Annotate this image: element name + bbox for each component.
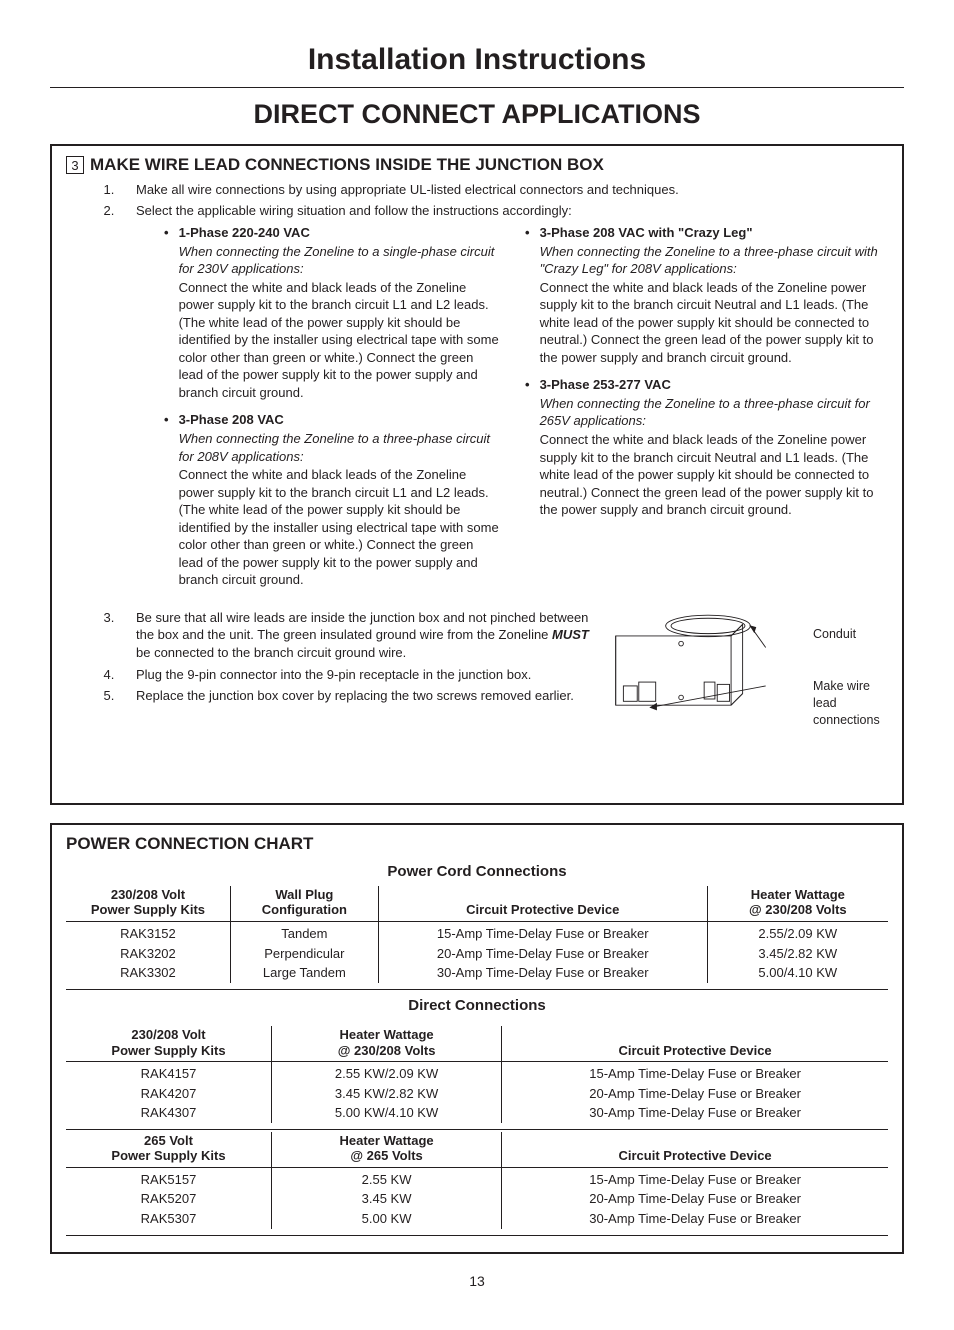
instruction-step-3b: be connected to the branch circuit groun…	[136, 645, 406, 660]
wire-lead-panel: 3 MAKE WIRE LEAD CONNECTIONS INSIDE THE …	[50, 144, 904, 805]
bullet-icon: •	[525, 224, 530, 366]
phase-4: • 3-Phase 253-277 VAC When connecting th…	[525, 376, 888, 518]
power-chart-heading: POWER CONNECTION CHART	[66, 833, 888, 856]
phase-1-sub: When connecting the Zoneline to a single…	[179, 243, 499, 278]
t3r3c3: 30-Amp Time-Delay Fuse or Breaker	[502, 1209, 888, 1229]
t1r3c2: Large Tandem	[230, 963, 378, 983]
bullet-icon: •	[525, 376, 530, 518]
wire-lead-heading: 3 MAKE WIRE LEAD CONNECTIONS INSIDE THE …	[66, 154, 888, 177]
t1-h2: Wall PlugConfiguration	[230, 886, 378, 922]
junction-box-svg	[608, 609, 808, 717]
phase-1-body: Connect the white and black leads of the…	[179, 279, 499, 402]
t1r3c3: 30-Amp Time-Delay Fuse or Breaker	[378, 963, 707, 983]
t3-h3: Circuit Protective Device	[502, 1132, 888, 1168]
instruction-step-2-text: Select the applicable wiring situation a…	[136, 203, 572, 218]
t2r1c3: 15-Amp Time-Delay Fuse or Breaker	[502, 1062, 888, 1084]
diagram-label-conduit: Conduit	[813, 626, 954, 643]
t3r2c3: 20-Amp Time-Delay Fuse or Breaker	[502, 1189, 888, 1209]
phase-2-sub: When connecting the Zoneline to a three-…	[179, 430, 499, 465]
t1-h4: Heater Wattage@ 230/208 Volts	[707, 886, 888, 922]
chart-sub-1: Power Cord Connections	[66, 862, 888, 882]
phase-3-body: Connect the white and black leads of the…	[540, 279, 888, 367]
step-number-box: 3	[66, 156, 84, 174]
bullet-icon: •	[164, 224, 169, 401]
t1r1c1: RAK3152	[66, 922, 230, 944]
instruction-list-cont: Be sure that all wire leads are inside t…	[66, 609, 596, 705]
phase-2-body: Connect the white and black leads of the…	[179, 466, 499, 589]
t3r2c1: RAK5207	[66, 1189, 272, 1209]
t2-h3: Circuit Protective Device	[502, 1026, 888, 1062]
phase-4-title: 3-Phase 253-277 VAC	[540, 377, 671, 392]
t2r1c1: RAK4157	[66, 1062, 272, 1084]
t1r1c2: Tandem	[230, 922, 378, 944]
t3r1c3: 15-Amp Time-Delay Fuse or Breaker	[502, 1167, 888, 1189]
t1-h1: 230/208 VoltPower Supply Kits	[66, 886, 230, 922]
phase-col-right: • 3-Phase 208 VAC with "Crazy Leg" When …	[525, 224, 888, 599]
t1r1c4: 2.55/2.09 KW	[707, 922, 888, 944]
t1r2c2: Perpendicular	[230, 944, 378, 964]
phase-4-sub: When connecting the Zoneline to a three-…	[540, 395, 888, 430]
instruction-step-3: Be sure that all wire leads are inside t…	[118, 609, 596, 662]
instruction-step-2: Select the applicable wiring situation a…	[118, 202, 888, 598]
instruction-step-1: Make all wire connections by using appro…	[118, 181, 888, 199]
wire-lead-heading-text: MAKE WIRE LEAD CONNECTIONS INSIDE THE JU…	[90, 154, 604, 177]
t2r3c2: 5.00 KW/4.10 KW	[272, 1103, 502, 1123]
instruction-step-5: Replace the junction box cover by replac…	[118, 687, 596, 705]
t1r2c1: RAK3202	[66, 944, 230, 964]
direct-265-table: 265 VoltPower Supply Kits Heater Wattage…	[66, 1132, 888, 1229]
t2r3c1: RAK4307	[66, 1103, 272, 1123]
t2-h1: 230/208 VoltPower Supply Kits	[66, 1026, 272, 1062]
phase-4-body: Connect the white and black leads of the…	[540, 431, 888, 519]
phase-3-title: 3-Phase 208 VAC with "Crazy Leg"	[540, 225, 753, 240]
table-divider-1	[66, 989, 888, 990]
t2r3c3: 30-Amp Time-Delay Fuse or Breaker	[502, 1103, 888, 1123]
t2r2c2: 3.45 KW/2.82 KW	[272, 1084, 502, 1104]
instruction-step-4: Plug the 9-pin connector into the 9-pin …	[118, 666, 596, 684]
instruction-step-3-must: MUST	[552, 627, 589, 642]
t2-h2: Heater Wattage@ 230/208 Volts	[272, 1026, 502, 1062]
phase-1: • 1-Phase 220-240 VAC When connecting th…	[136, 224, 499, 401]
t3-h2: Heater Wattage@ 265 Volts	[272, 1132, 502, 1168]
phase-2: • 3-Phase 208 VAC When connecting the Zo…	[136, 411, 499, 588]
instruction-list: Make all wire connections by using appro…	[66, 181, 888, 599]
t2r1c2: 2.55 KW/2.09 KW	[272, 1062, 502, 1084]
page-subtitle: DIRECT CONNECT APPLICATIONS	[50, 96, 904, 132]
chart-sub-2: Direct Connections	[66, 996, 888, 1016]
t1r1c3: 15-Amp Time-Delay Fuse or Breaker	[378, 922, 707, 944]
phase-1-title: 1-Phase 220-240 VAC	[179, 225, 310, 240]
t3-h1: 265 VoltPower Supply Kits	[66, 1132, 272, 1168]
junction-box-diagram: Conduit Make wire lead connections	[608, 607, 888, 789]
t2r2c1: RAK4207	[66, 1084, 272, 1104]
phase-3: • 3-Phase 208 VAC with "Crazy Leg" When …	[525, 224, 888, 366]
phase-col-left: • 1-Phase 220-240 VAC When connecting th…	[136, 224, 499, 599]
t1-h3: Circuit Protective Device	[378, 886, 707, 922]
phase-3-sub: When connecting the Zoneline to a three-…	[540, 243, 888, 278]
title-divider	[50, 87, 904, 88]
power-cord-table: 230/208 VoltPower Supply Kits Wall PlugC…	[66, 886, 888, 983]
diagram-label-wire: Make wire lead connections	[813, 678, 893, 729]
t2r2c3: 20-Amp Time-Delay Fuse or Breaker	[502, 1084, 888, 1104]
direct-230-table: 230/208 VoltPower Supply Kits Heater Wat…	[66, 1026, 888, 1123]
t3r3c1: RAK5307	[66, 1209, 272, 1229]
t3r1c1: RAK5157	[66, 1167, 272, 1189]
t3r1c2: 2.55 KW	[272, 1167, 502, 1189]
instruction-step-3a: Be sure that all wire leads are inside t…	[136, 610, 588, 643]
phase-2-title: 3-Phase 208 VAC	[179, 412, 284, 427]
page-title: Installation Instructions	[50, 40, 904, 81]
t3r3c2: 5.00 KW	[272, 1209, 502, 1229]
t3r2c2: 3.45 KW	[272, 1189, 502, 1209]
table-divider-2	[66, 1129, 888, 1130]
page-number: 13	[50, 1272, 904, 1291]
t1r3c4: 5.00/4.10 KW	[707, 963, 888, 983]
t1r2c3: 20-Amp Time-Delay Fuse or Breaker	[378, 944, 707, 964]
t1r2c4: 3.45/2.82 KW	[707, 944, 888, 964]
bullet-icon: •	[164, 411, 169, 588]
t1r3c1: RAK3302	[66, 963, 230, 983]
power-chart-panel: POWER CONNECTION CHART Power Cord Connec…	[50, 823, 904, 1254]
